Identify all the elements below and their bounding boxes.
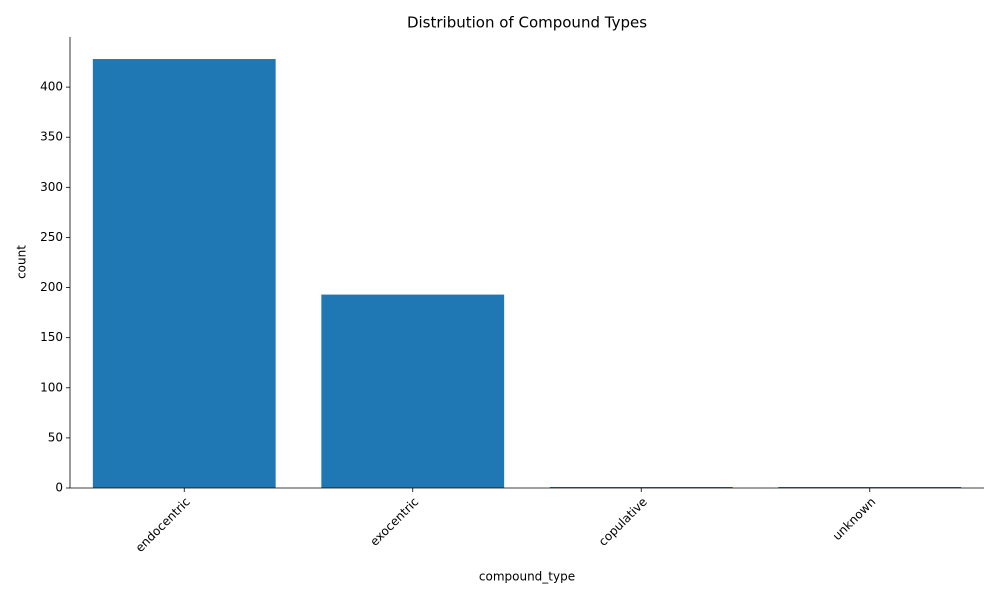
y-axis-label: count [15, 245, 29, 279]
x-tick-label: exocentric [367, 495, 421, 549]
bar [778, 486, 962, 488]
y-tick-label: 200 [40, 280, 63, 294]
x-tick-label: unknown [830, 495, 878, 543]
bar [549, 486, 733, 488]
y-tick-label: 350 [40, 130, 63, 144]
y-tick-label: 150 [40, 330, 63, 344]
x-axis-label: compound_type [479, 570, 575, 584]
bar [321, 294, 505, 488]
y-tick-label: 100 [40, 380, 63, 394]
bar [92, 59, 276, 488]
chart-title: Distribution of Compound Types [407, 14, 647, 32]
y-tick-label: 400 [40, 80, 63, 94]
y-tick-label: 250 [40, 230, 63, 244]
x-tick-label: copulative [596, 495, 650, 549]
y-tick-label: 300 [40, 180, 63, 194]
y-tick-label: 50 [48, 430, 63, 444]
y-tick-label: 0 [55, 481, 63, 495]
x-tick-label: endocentric [133, 495, 193, 555]
